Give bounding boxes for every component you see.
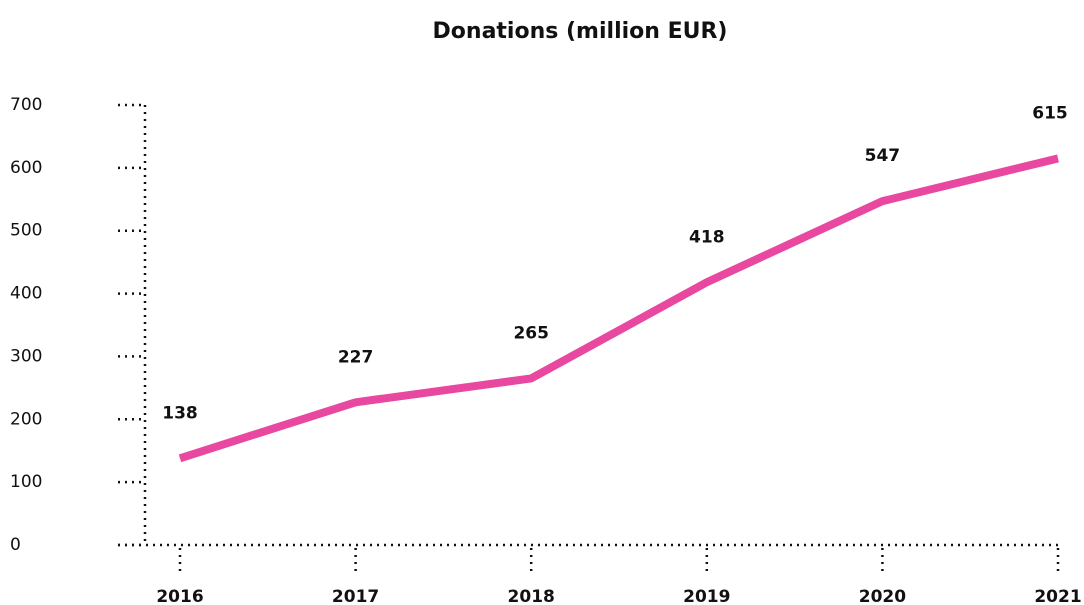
data-label: 615	[1032, 103, 1068, 123]
y-tick-label: 700	[10, 95, 42, 115]
x-tick-label: 2018	[508, 587, 555, 605]
data-label: 138	[162, 403, 198, 423]
y-tick-label: 0	[10, 535, 21, 555]
x-tick-label: 2017	[332, 587, 379, 605]
x-tick-label: 2021	[1034, 587, 1081, 605]
data-label: 418	[689, 227, 725, 247]
line	[178, 154, 1059, 463]
y-tick-label: 600	[10, 158, 42, 178]
y-tick-label: 400	[10, 284, 42, 304]
data-label: 547	[865, 146, 901, 166]
y-tick-label: 500	[10, 221, 42, 241]
y-tick-label: 200	[10, 409, 42, 429]
y-tick-label: 300	[10, 346, 42, 366]
data-label: 265	[513, 323, 549, 343]
x-tick-label: 2019	[683, 587, 730, 605]
x-tick-label: 2020	[859, 587, 906, 605]
x-tick-label: 2016	[156, 587, 203, 605]
data-label: 227	[338, 347, 374, 367]
y-tick-label: 100	[10, 472, 42, 492]
chart-title: Donations (million EUR)	[433, 19, 728, 44]
